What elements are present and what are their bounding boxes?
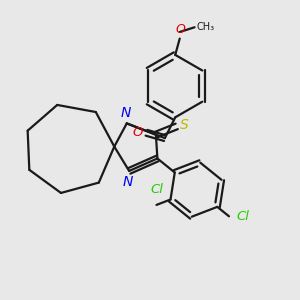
Text: O: O xyxy=(176,22,185,36)
Text: Cl: Cl xyxy=(150,183,163,196)
Text: N: N xyxy=(122,175,133,189)
Text: N: N xyxy=(121,106,131,120)
Text: O: O xyxy=(133,126,143,139)
Text: Cl: Cl xyxy=(236,210,249,223)
Text: CH₃: CH₃ xyxy=(197,22,215,32)
Text: S: S xyxy=(180,118,189,132)
